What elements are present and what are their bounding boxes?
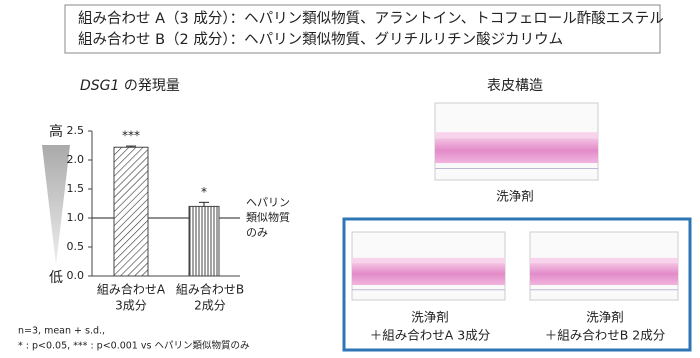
y-tick-label: 1.0	[67, 211, 85, 224]
header-line: 組み合わせ A（3 成分）：ヘパリン類似物質、アラントイン、トコフェロール酢酸エ…	[78, 9, 664, 27]
scale-arrow	[42, 145, 70, 265]
epidermis-layer	[352, 262, 505, 286]
panel-caption: 洗浄剤	[411, 310, 449, 325]
error-bar	[199, 201, 209, 207]
reference-label: ヘパリン	[246, 196, 290, 209]
panel-caption: 洗浄剤	[496, 189, 534, 204]
highlight-box	[342, 217, 692, 352]
panel-caption: 洗浄剤	[586, 310, 624, 325]
footnote: * : p<0.05, *** : p<0.001 vs ヘパリン類似物質のみ	[18, 340, 249, 352]
reference-label: のみ	[246, 226, 268, 239]
epidermis-layer	[530, 262, 678, 286]
bar	[188, 205, 220, 277]
y-tick-label: 0.0	[67, 269, 85, 282]
title-gene: DSG1	[80, 78, 119, 94]
epidermis-layer	[435, 137, 598, 164]
x-tick-label: 3成分	[115, 299, 147, 313]
y-tick-label: 2.0	[67, 153, 85, 166]
chart-title: DSG1 の発現量	[80, 78, 180, 94]
stratum-corneum	[352, 257, 505, 264]
x-tick-label: 組み合わせA	[97, 282, 166, 297]
y-tick-label: 0.5	[67, 240, 85, 253]
x-tick-label: 組み合わせB	[176, 282, 244, 297]
significance: ***	[122, 129, 140, 143]
stratum-corneum	[530, 257, 678, 264]
y-tick-label: 1.5	[67, 182, 85, 195]
panel-caption: ＋組み合わせA 3成分	[370, 328, 490, 343]
footnote: n=3, mean + s.d.,	[18, 326, 105, 337]
x-tick-label: 2成分	[194, 299, 226, 313]
scale-high: 高	[49, 123, 63, 140]
structure-title: 表皮構造	[487, 78, 543, 94]
y-tick-label: 2.5	[67, 124, 85, 137]
header-box	[64, 4, 661, 54]
stratum-corneum	[435, 132, 598, 139]
panel-caption: ＋組み合わせB 2成分	[545, 328, 666, 343]
bar	[113, 146, 149, 277]
scale-low: 低	[49, 270, 63, 286]
header-line: 組み合わせ B（2 成分）：ヘパリン類似物質、グリチルリチン酸ジカリウム	[78, 30, 563, 48]
title-rest: の発現量	[124, 78, 180, 94]
significance: *	[201, 185, 207, 199]
error-bar	[126, 145, 136, 148]
reference-label: 類似物質	[246, 210, 290, 224]
